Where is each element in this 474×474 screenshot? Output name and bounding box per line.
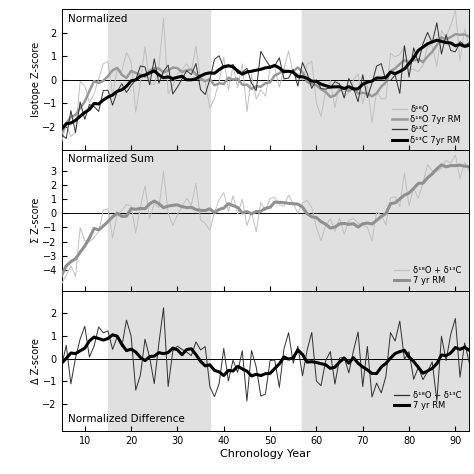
Legend: δ¹⁸O, δ¹⁸O 7yr RM, δ¹³C, δ¹³C 7yr RM: δ¹⁸O, δ¹⁸O 7yr RM, δ¹³C, δ¹³C 7yr RM xyxy=(392,105,461,145)
Y-axis label: Isotope Z-score: Isotope Z-score xyxy=(31,42,41,118)
Y-axis label: Σ Z-score: Σ Z-score xyxy=(31,198,41,243)
Text: Normalized Sum: Normalized Sum xyxy=(68,155,154,164)
Text: Normalized: Normalized xyxy=(68,14,127,24)
Bar xyxy=(108,150,210,291)
Bar xyxy=(302,291,469,431)
Legend: δ¹⁸O + δ¹³C, 7 yr RM: δ¹⁸O + δ¹³C, 7 yr RM xyxy=(394,266,461,285)
X-axis label: Chronology Year: Chronology Year xyxy=(220,449,311,459)
Bar xyxy=(302,9,469,150)
Y-axis label: Δ Z-score: Δ Z-score xyxy=(31,338,41,384)
Legend: δ¹⁸O − δ¹³C, 7 yr RM: δ¹⁸O − δ¹³C, 7 yr RM xyxy=(394,391,461,410)
Bar xyxy=(108,291,210,431)
Bar xyxy=(108,9,210,150)
Text: Normalized Difference: Normalized Difference xyxy=(68,414,184,424)
Bar xyxy=(302,150,469,291)
